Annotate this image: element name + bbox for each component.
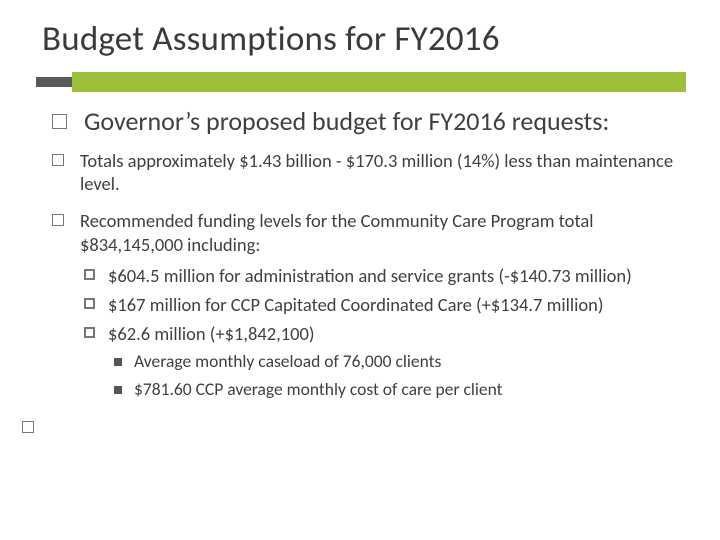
accent-bar-left xyxy=(36,77,72,87)
accent-bar-right xyxy=(72,72,686,92)
bullet-text: $604.5 million for administration and se… xyxy=(108,264,632,287)
bullet-text: $781.60 CCP average monthly cost of care… xyxy=(134,378,503,400)
bullet-text: Totals approximately $1.43 billion - $17… xyxy=(80,149,673,195)
bullet-lvl1: Governor’s proposed budget for FY2016 re… xyxy=(48,106,680,137)
bullet-text: Average monthly caseload of 76,000 clien… xyxy=(134,350,441,372)
bullet-lvl4: $781.60 CCP average monthly cost of care… xyxy=(108,379,680,401)
bullet-lvl3: $62.6 million (+$1,842,100) Average mont… xyxy=(80,322,680,401)
accent-bar xyxy=(36,72,686,92)
bullet-text: Governor’s proposed budget for FY2016 re… xyxy=(84,105,609,137)
bullet-lvl3: $167 million for CCP Capitated Coordinat… xyxy=(80,293,680,316)
slide-title: Budget Assumptions for FY2016 xyxy=(40,18,680,60)
bullet-lvl2: Totals approximately $1.43 billion - $17… xyxy=(48,149,680,195)
bullet-text: Recommended funding levels for the Commu… xyxy=(80,209,594,255)
bullet-text: $167 million for CCP Capitated Coordinat… xyxy=(108,293,603,316)
bullet-lvl4: Average monthly caseload of 76,000 clien… xyxy=(108,351,680,373)
slide: Budget Assumptions for FY2016 Governor’s… xyxy=(0,0,720,540)
bullet-lvl2: Recommended funding levels for the Commu… xyxy=(48,209,680,400)
slide-body: Governor’s proposed budget for FY2016 re… xyxy=(40,106,680,401)
bullet-text: $62.6 million (+$1,842,100) xyxy=(108,322,314,345)
bullet-lvl3: $604.5 million for administration and se… xyxy=(80,264,680,287)
